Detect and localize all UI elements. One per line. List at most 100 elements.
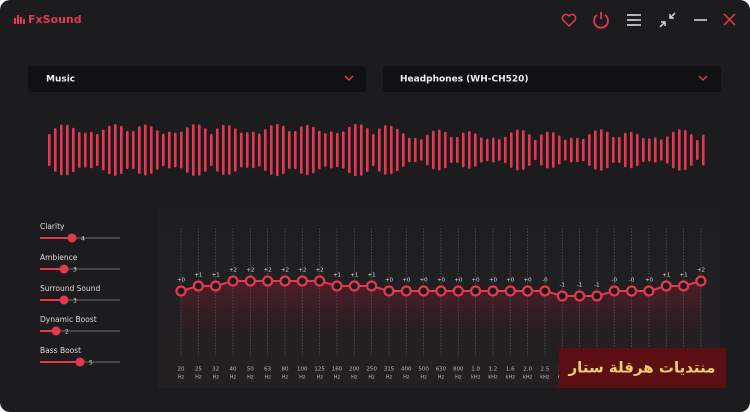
wave-bar	[540, 134, 543, 166]
wave-bar	[138, 126, 141, 174]
eq-handle[interactable]	[521, 285, 534, 297]
eq-unit: Hz	[368, 375, 375, 381]
eq-handle[interactable]	[331, 280, 343, 292]
eq-handle[interactable]	[435, 285, 447, 297]
eq-gain: +2	[298, 268, 306, 274]
eq-unit: Hz	[386, 375, 393, 381]
eq-unit: Hz	[403, 375, 410, 381]
wave-bar	[552, 132, 555, 168]
eq-gain: +0	[645, 278, 654, 284]
eq-freq: 250	[366, 367, 377, 373]
eq-handle[interactable]	[695, 275, 707, 287]
eq-gain: -0	[612, 278, 618, 284]
watermark: منتديات هرقلة ستار	[568, 359, 716, 377]
wave-bar	[312, 126, 315, 174]
wave-bar	[324, 133, 327, 167]
power-button[interactable]	[593, 12, 609, 29]
menu-button[interactable]	[627, 14, 641, 26]
wave-bar	[462, 132, 465, 168]
preset-dropdown[interactable]	[28, 66, 366, 92]
eq-unit: kHz	[488, 375, 498, 381]
eq-gain: +0	[385, 278, 394, 284]
wave-bar	[438, 129, 441, 171]
wave-bar	[288, 130, 291, 170]
eq-handle[interactable]	[262, 275, 274, 287]
eq-handle[interactable]	[192, 280, 204, 292]
eq-handle[interactable]	[573, 290, 586, 302]
eq-handle[interactable]	[175, 285, 187, 297]
wave-bar	[168, 131, 171, 169]
wave-bar	[480, 137, 483, 163]
eq-handle[interactable]	[279, 275, 291, 287]
wave-bar	[72, 127, 75, 173]
slider-knob[interactable]	[59, 264, 69, 274]
eq-handle[interactable]	[452, 285, 464, 297]
eq-handle[interactable]	[556, 290, 568, 302]
wave-bar	[78, 132, 81, 168]
eq-handle[interactable]	[348, 280, 360, 292]
eq-handle[interactable]	[210, 280, 222, 292]
compact-button[interactable]	[659, 12, 676, 28]
eq-handle[interactable]	[677, 280, 690, 292]
eq-handle[interactable]	[625, 285, 638, 297]
device-dropdown[interactable]	[383, 66, 721, 92]
eq-handle[interactable]	[487, 285, 499, 297]
wave-bar	[492, 137, 495, 163]
effect-label: Ambience	[40, 253, 78, 262]
eq-handle[interactable]	[366, 280, 378, 292]
wave-bar	[510, 132, 513, 168]
eq-handle[interactable]	[643, 285, 655, 297]
wave-bar	[354, 123, 357, 177]
eq-handle[interactable]	[383, 285, 395, 297]
wave-bar	[612, 137, 615, 163]
eq-gain: -1	[594, 283, 599, 289]
eq-handle[interactable]	[660, 280, 672, 292]
wave-bar	[150, 126, 153, 174]
wave-bar	[522, 130, 525, 170]
favorite-button[interactable]	[561, 13, 577, 28]
eq-gain: -0	[629, 278, 635, 284]
effect-value: 5	[89, 360, 93, 367]
eq-handle[interactable]	[296, 275, 308, 287]
wave-bar	[258, 133, 261, 167]
slider-knob[interactable]	[75, 357, 85, 367]
wave-bar	[630, 131, 633, 169]
eq-handle[interactable]	[608, 285, 620, 297]
slider-knob[interactable]	[51, 326, 61, 336]
eq-handle[interactable]	[539, 285, 551, 297]
wave-bar	[66, 124, 69, 176]
slider-knob[interactable]	[67, 233, 77, 243]
eq-freq: 20	[178, 367, 185, 373]
eq-gain: +0	[402, 278, 411, 284]
wave-bar	[384, 125, 387, 175]
wave-bar	[396, 128, 399, 172]
wave-bar	[660, 139, 663, 161]
eq-unit: kHz	[506, 375, 516, 381]
eq-gain: +1	[333, 273, 341, 279]
eq-gain: +2	[281, 268, 289, 274]
eq-freq: 500	[418, 367, 429, 373]
eq-handle[interactable]	[400, 285, 412, 297]
eq-handle[interactable]	[244, 275, 256, 287]
eq-handle[interactable]	[504, 285, 516, 297]
close-button[interactable]	[723, 13, 736, 26]
eq-gain: +0	[524, 278, 533, 284]
wave-bar	[372, 133, 375, 167]
dropdown-arrow	[698, 75, 708, 81]
eq-gain: +0	[420, 278, 429, 284]
eq-handle[interactable]	[591, 290, 603, 302]
slider-knob[interactable]	[59, 295, 69, 305]
wave-bar	[498, 139, 501, 161]
eq-handle[interactable]	[470, 285, 482, 297]
eq-freq: 1.2	[489, 367, 498, 373]
effect-value: 4	[81, 236, 85, 243]
eq-handle[interactable]	[314, 275, 326, 287]
wave-bar	[48, 134, 51, 166]
eq-freq: 40	[229, 367, 236, 373]
eq-handle[interactable]	[418, 285, 430, 297]
eq-freq: 2.0	[523, 367, 532, 373]
eq-handle[interactable]	[227, 275, 239, 287]
equalizer: +0 20 Hz +1 25 Hz +1 32 Hz +2 40 Hz +2 50 Hz +2 63 Hz +2 80…	[175, 228, 707, 381]
wave-bar	[132, 130, 135, 170]
